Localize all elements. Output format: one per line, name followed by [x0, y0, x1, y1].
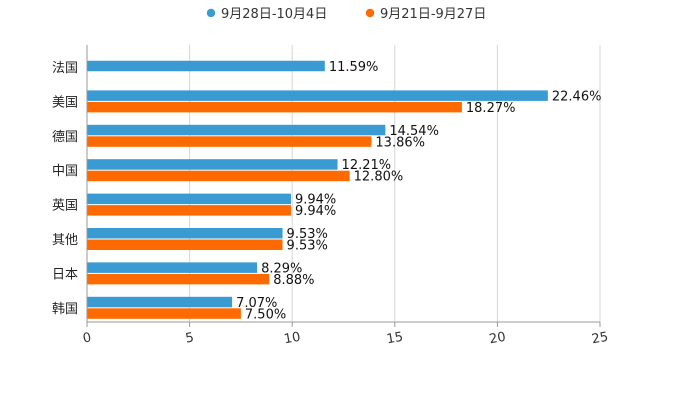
- data-label-series1: 14.54%: [389, 124, 439, 139]
- data-label-series2: 12.80%: [354, 170, 404, 185]
- data-label-series2: 8.88%: [273, 273, 314, 288]
- bar-series2[interactable]: [87, 101, 462, 113]
- x-tick-label: 5: [184, 330, 195, 346]
- legend-label-1[interactable]: 9月28日-10月4日: [221, 7, 327, 22]
- bar-series1[interactable]: [87, 262, 258, 273]
- x-tick-label: 0: [82, 330, 93, 346]
- bar-series1[interactable]: [87, 228, 283, 239]
- value-labels: 11.59% 22.46% 18.27% 14.54%13.86% 12.21%12.8…: [236, 60, 601, 323]
- bar-series1[interactable]: [87, 90, 548, 101]
- bar-series1[interactable]: [87, 60, 325, 72]
- bar-series2[interactable]: [87, 273, 270, 285]
- legend-marker-2[interactable]: [365, 8, 375, 18]
- bar-series1[interactable]: [87, 124, 386, 136]
- category-label: 法国: [52, 61, 78, 76]
- x-tick-label: 20: [488, 330, 507, 348]
- data-label-series1: 12.21%: [342, 158, 392, 173]
- x-tick-label: 15: [385, 330, 404, 348]
- data-label-series1: 9.53%: [287, 227, 328, 242]
- bars: [87, 60, 548, 319]
- data-label-series1: 8.29%: [261, 261, 302, 276]
- bar-series2[interactable]: [87, 170, 350, 182]
- category-label: 中国: [52, 164, 78, 179]
- data-label-series1: 7.07%: [236, 296, 277, 311]
- bar-series1[interactable]: [87, 193, 291, 205]
- category-label: 美国: [52, 95, 78, 110]
- legend: 9月28日-10月4日 9月21日-9月27日: [206, 7, 486, 22]
- bar-series1[interactable]: [87, 159, 338, 170]
- legend-marker-1[interactable]: [206, 8, 216, 18]
- data-label-series2: 18.27%: [466, 101, 516, 116]
- bar-series2[interactable]: [87, 136, 372, 147]
- data-label-series1: 9.94%: [295, 193, 336, 208]
- bar-series2[interactable]: [87, 239, 283, 251]
- bar-series2[interactable]: [87, 205, 291, 216]
- category-label: 英国: [52, 199, 78, 214]
- data-label-series1: 11.59%: [329, 60, 379, 75]
- x-axis: 0 5 10 15 20 25: [82, 45, 610, 347]
- category-label: 德国: [52, 130, 78, 145]
- bar-series1[interactable]: [87, 296, 233, 308]
- legend-label-2[interactable]: 9月21日-9月27日: [380, 7, 486, 22]
- category-label: 韩国: [52, 302, 78, 317]
- data-label-series2: 9.53%: [287, 239, 328, 254]
- category-label: 其他: [52, 233, 78, 248]
- data-label-series2: 9.94%: [295, 204, 336, 219]
- x-tick-label: 10: [283, 330, 302, 348]
- category-label: 日本: [52, 267, 78, 282]
- bar-series2[interactable]: [87, 308, 241, 319]
- x-tick-label: 25: [591, 330, 610, 348]
- data-label-series2: 13.86%: [375, 135, 425, 150]
- data-label-series1: 22.46%: [552, 89, 602, 104]
- data-label-series2: 7.50%: [245, 307, 286, 322]
